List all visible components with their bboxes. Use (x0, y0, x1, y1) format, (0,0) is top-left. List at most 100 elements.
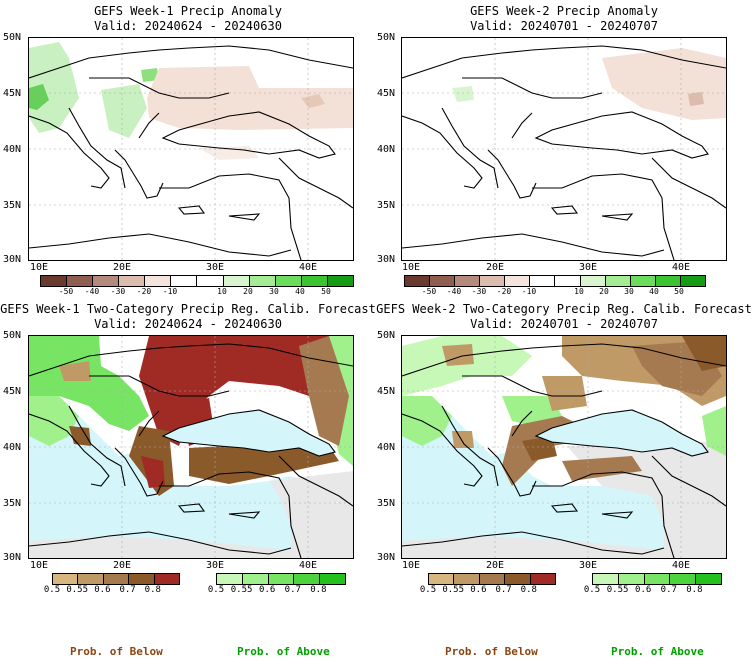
colorbar-swatch (145, 276, 172, 286)
lon-label: 30E (206, 262, 225, 273)
colorbar-swatch (555, 276, 581, 286)
colorbar-swatch (593, 574, 619, 584)
colorbar-tick-label: -10 (162, 287, 178, 296)
colorbar-tick-label: 0.6 (259, 585, 276, 595)
colorbar-tick-label: 30 (624, 287, 634, 296)
colorbar-swatch (119, 276, 146, 286)
lat-label: 50N (3, 32, 22, 43)
panel-week1-anomaly: GEFS Week-1 Precip Anomaly Valid: 202406… (0, 0, 376, 296)
colorbar-swatch (197, 276, 224, 286)
colorbar-swatch (505, 574, 531, 584)
colorbar-tick-label: 0.8 (310, 585, 327, 595)
colorbar-tick-label: 0.55 (606, 585, 629, 595)
colorbar-swatch (530, 574, 556, 584)
colorbar-tick-label: 0.6 (635, 585, 652, 595)
colorbar-tick-label: -20 (496, 287, 512, 296)
colorbar-tick-label: -20 (136, 287, 152, 296)
lat-label: 35N (3, 498, 22, 509)
anomaly-colorbar (404, 275, 706, 287)
colorbar-tick-label: 40 (649, 287, 659, 296)
panel-title: GEFS Week-2 Two-Category Precip Reg. Cal… (376, 302, 752, 316)
lon-label: 20E (486, 560, 505, 571)
colorbar-tick-label: -10 (521, 287, 537, 296)
colorbar-tick-label: 0.55 (66, 585, 89, 595)
panel-week2-prob: GEFS Week-2 Two-Category Precip Reg. Cal… (376, 298, 752, 662)
colorbar-tick-label: 20 (599, 287, 609, 296)
panel-title: GEFS Week-2 Precip Anomaly (470, 4, 658, 18)
lat-label: 35N (3, 200, 22, 211)
prob-above-colorbar (216, 573, 346, 585)
colorbar-swatch (530, 276, 556, 286)
colorbar-tick-label: 50 (321, 287, 331, 296)
colorbar-tick-label: 0.8 (520, 585, 537, 595)
lon-label: 40E (299, 560, 318, 571)
panel-valid-dates: Valid: 20240701 - 20240707 (470, 317, 658, 331)
colorbar-swatch (249, 276, 276, 286)
lat-label: 40N (377, 442, 396, 453)
colorbar-tick-label: 40 (295, 287, 305, 296)
colorbar-swatch (242, 574, 269, 584)
colorbar-swatch (67, 276, 94, 286)
prob-above-colorbar (592, 573, 722, 585)
colorbar-swatch (696, 574, 721, 584)
lon-label: 40E (299, 262, 318, 273)
colorbar-swatch (268, 574, 295, 584)
colorbar-swatch (605, 276, 631, 286)
colorbar-swatch (655, 276, 681, 286)
prob-below-colorbar (52, 573, 180, 585)
colorbar-tick-label: 0.5 (43, 585, 61, 595)
colorbar-swatch (455, 276, 481, 286)
colorbar-swatch (301, 276, 328, 286)
colorbar-tick-label: 0.55 (230, 585, 253, 595)
colorbar-tick-label: -50 (58, 287, 74, 296)
colorbar-swatch (154, 574, 180, 584)
lat-label: 45N (3, 386, 22, 397)
colorbar-swatch (630, 276, 656, 286)
colorbar-tick-label: 10 (217, 287, 227, 296)
colorbar-swatch (680, 276, 705, 286)
colorbar-tick-label: -50 (421, 287, 437, 296)
colorbar-swatch (670, 574, 697, 584)
colorbar-swatch (580, 276, 606, 286)
lat-label: 30N (377, 254, 396, 265)
map-week1-anomaly (28, 37, 354, 261)
colorbar-tick-label: 0.7 (660, 585, 677, 595)
prob-above-label: Prob. of Above (237, 645, 330, 658)
lat-label: 45N (3, 88, 22, 99)
colorbar-swatch (294, 574, 321, 584)
colorbar-swatch (129, 574, 155, 584)
lon-label: 40E (672, 560, 691, 571)
prob-below-label: Prob. of Below (70, 645, 163, 658)
lat-label: 35N (377, 498, 396, 509)
colorbar-swatch (429, 574, 455, 584)
prob-below-label: Prob. of Below (445, 645, 538, 658)
lon-label: 30E (206, 560, 225, 571)
colorbar-tick-label: 0.8 (144, 585, 161, 595)
colorbar-tick-label: -40 (446, 287, 462, 296)
colorbar-tick-label: 0.6 (94, 585, 111, 595)
lat-label: 50N (377, 330, 396, 341)
colorbar-swatch (644, 574, 671, 584)
colorbar-swatch (405, 276, 431, 286)
panel-week1-prob: GEFS Week-1 Two-Category Precip Reg. Cal… (0, 298, 376, 662)
lat-label: 40N (3, 442, 22, 453)
colorbar-tick-label: 0.8 (686, 585, 703, 595)
anomaly-colorbar (40, 275, 354, 287)
colorbar-tick-label: -30 (110, 287, 126, 296)
lon-label: 20E (113, 560, 132, 571)
colorbar-tick-label: -40 (84, 287, 100, 296)
colorbar-swatch (275, 276, 302, 286)
map-week2-prob (401, 335, 727, 559)
colorbar-tick-label: 0.7 (119, 585, 136, 595)
lon-label: 10E (402, 262, 421, 273)
colorbar-swatch (93, 276, 120, 286)
colorbar-swatch (618, 574, 645, 584)
colorbar-tick-label: 0.5 (583, 585, 601, 595)
lon-label: 10E (30, 560, 49, 571)
colorbar-swatch (41, 276, 68, 286)
map-week1-prob (28, 335, 354, 559)
panel-title: GEFS Week-1 Precip Anomaly (94, 4, 282, 18)
lat-label: 35N (377, 200, 396, 211)
lon-label: 20E (486, 262, 505, 273)
prob-below-colorbar (428, 573, 556, 585)
